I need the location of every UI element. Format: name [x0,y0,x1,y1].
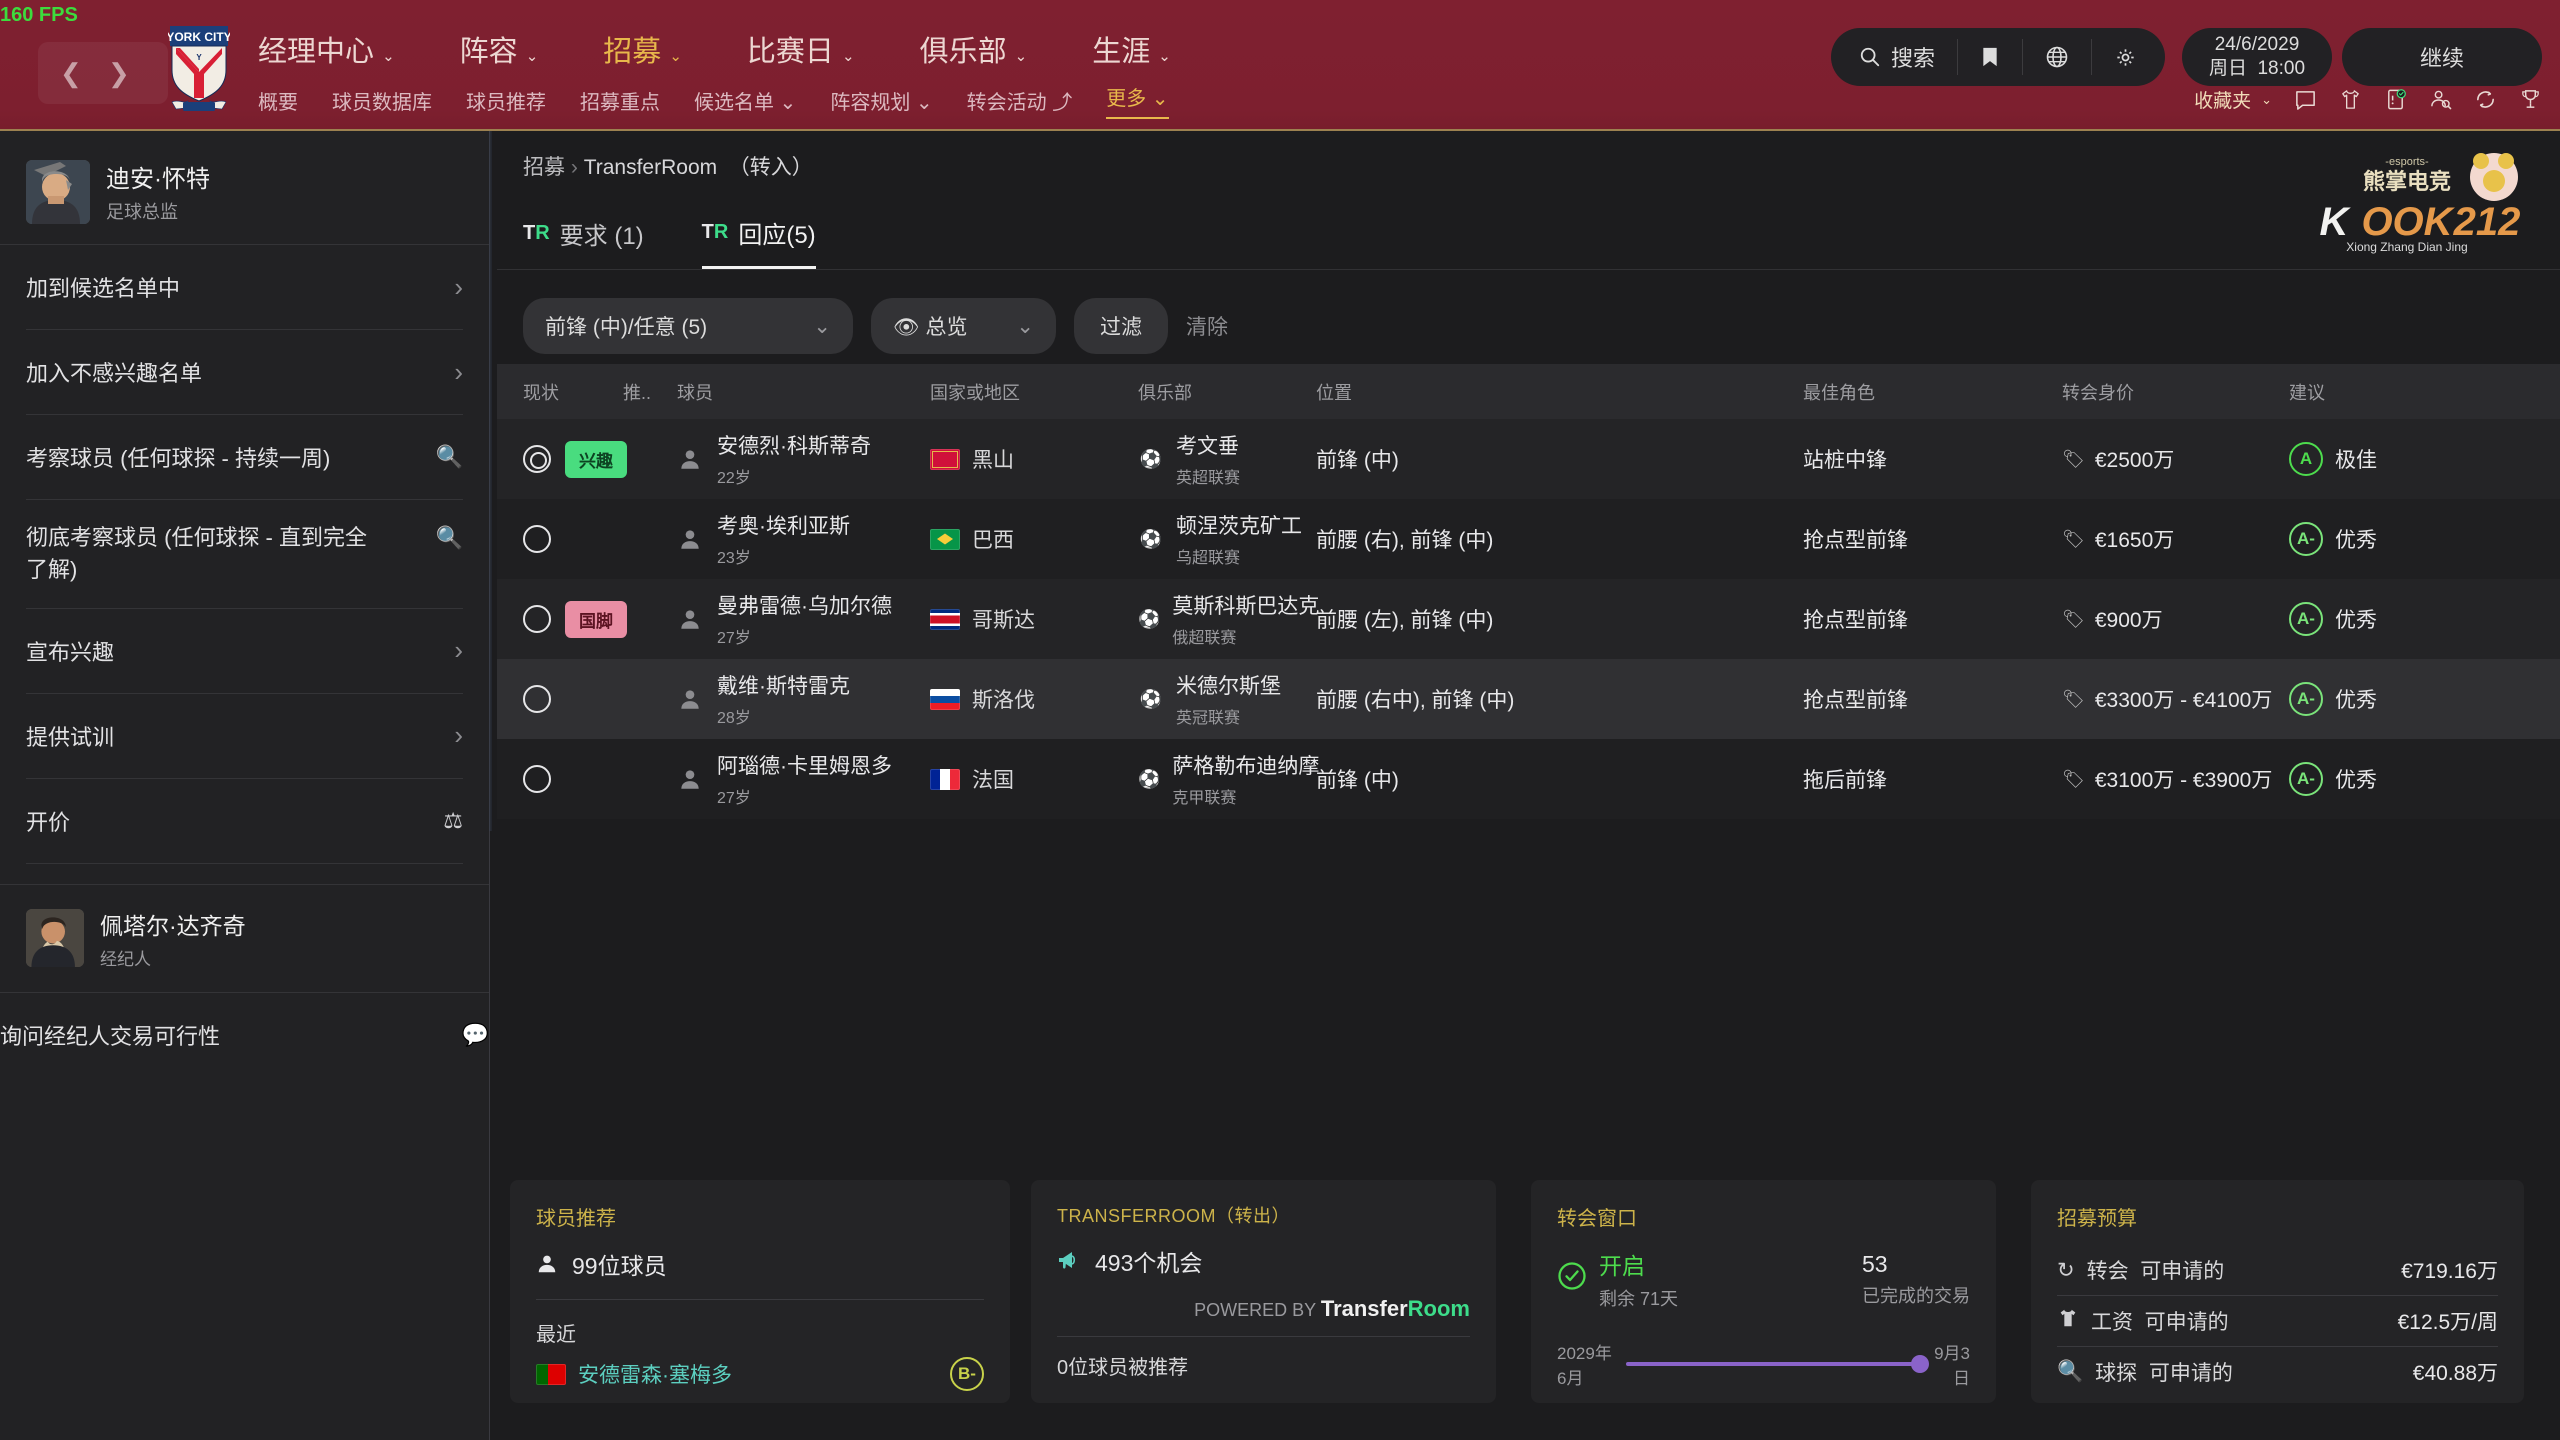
svg-text:Xiong Zhang Dian Jing: Xiong Zhang Dian Jing [2346,240,2467,254]
svg-text:Y: Y [196,53,202,62]
svg-text:-esports-: -esports- [2385,156,2429,168]
svg-text:212: 212 [2453,200,2521,244]
svg-text:OOK: OOK [2361,200,2455,244]
svg-text:熊掌电竞: 熊掌电竞 [2363,169,2451,194]
svg-text:YORK CITY: YORK CITY [168,30,230,44]
svg-text:K: K [2320,200,2352,244]
